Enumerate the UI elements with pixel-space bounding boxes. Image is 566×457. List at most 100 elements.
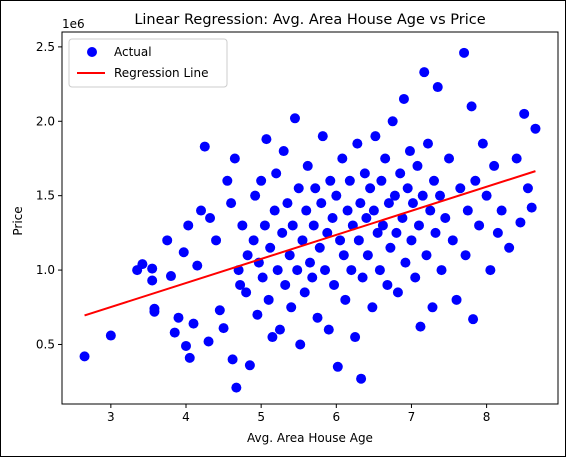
data-point	[422, 138, 433, 149]
data-point	[196, 205, 207, 216]
data-point	[340, 294, 351, 305]
data-point	[235, 279, 246, 290]
data-point	[312, 312, 323, 323]
data-point	[222, 175, 233, 186]
data-point	[342, 205, 353, 216]
data-point	[137, 259, 148, 270]
data-point	[462, 205, 473, 216]
data-point	[440, 213, 451, 223]
data-point	[317, 131, 328, 142]
data-point	[295, 339, 306, 350]
data-point	[173, 312, 184, 323]
legend-regression-label: Regression Line	[114, 66, 208, 80]
data-point	[504, 242, 515, 253]
data-point	[181, 340, 191, 351]
data-point	[407, 198, 418, 209]
data-point	[346, 265, 357, 276]
data-point	[444, 153, 455, 164]
data-point	[492, 227, 503, 238]
data-point	[237, 220, 248, 231]
data-point	[451, 294, 462, 305]
data-point	[188, 318, 199, 329]
data-point	[205, 213, 216, 223]
data-point	[284, 250, 295, 261]
data-point	[425, 205, 436, 216]
y-tick-label: 2.5	[36, 40, 55, 54]
data-point	[241, 287, 252, 298]
data-point	[350, 332, 361, 343]
data-point	[392, 287, 403, 298]
data-point	[435, 190, 446, 201]
data-point	[417, 190, 428, 201]
data-point	[271, 168, 282, 179]
data-point	[429, 175, 439, 186]
data-point	[327, 213, 338, 223]
data-point	[297, 235, 308, 246]
data-point	[391, 227, 402, 238]
data-point	[421, 250, 432, 261]
data-point	[419, 67, 430, 78]
data-point	[310, 183, 321, 194]
data-point	[468, 314, 479, 325]
data-point	[256, 175, 267, 186]
data-point	[289, 113, 300, 124]
data-point	[398, 93, 409, 104]
data-point	[370, 131, 381, 142]
data-point	[474, 220, 485, 231]
data-point	[515, 217, 526, 228]
y-tick-label: 1.0	[36, 263, 55, 277]
data-point	[169, 327, 180, 338]
data-point	[320, 265, 331, 276]
data-point	[436, 265, 447, 276]
y-offset-label: 1e6	[62, 17, 85, 31]
data-point	[387, 116, 398, 127]
data-point	[522, 183, 533, 194]
data-point	[376, 175, 387, 186]
data-point	[227, 354, 238, 365]
x-tick-label: 8	[483, 410, 491, 424]
data-point	[338, 250, 349, 261]
data-point	[477, 138, 488, 149]
data-point	[344, 175, 355, 186]
data-point	[183, 220, 194, 231]
data-point	[385, 242, 396, 253]
data-point	[244, 360, 255, 371]
data-point	[199, 141, 210, 152]
data-point	[147, 263, 158, 274]
x-tick-label: 3	[107, 410, 115, 424]
data-point	[203, 336, 214, 347]
data-point	[149, 303, 160, 314]
data-point	[301, 205, 312, 216]
data-point	[383, 198, 394, 209]
legend-box	[68, 38, 228, 88]
data-point	[322, 227, 333, 238]
data-point	[278, 146, 289, 157]
data-point	[267, 332, 278, 343]
data-point	[357, 272, 368, 283]
data-point	[308, 220, 319, 231]
data-point	[178, 247, 189, 258]
legend-actual-marker	[87, 47, 97, 57]
data-point	[231, 382, 242, 393]
legend: Actual Regression Line	[68, 38, 228, 88]
data-point	[410, 272, 421, 283]
data-point	[402, 183, 413, 194]
data-point	[280, 279, 291, 290]
data-point	[277, 227, 288, 238]
data-point	[316, 198, 327, 209]
data-point	[286, 302, 297, 313]
data-point	[427, 302, 438, 313]
data-point	[519, 108, 530, 119]
data-point	[250, 190, 261, 201]
y-axis-ticks: 0.5 1.0 1.5 2.0 2.5	[36, 40, 62, 351]
data-point	[460, 250, 471, 261]
data-point	[406, 235, 417, 246]
legend-actual-label: Actual	[114, 45, 152, 59]
data-point	[430, 227, 441, 238]
data-point	[447, 235, 458, 246]
data-point	[432, 82, 443, 93]
data-point	[365, 183, 376, 194]
data-point	[265, 242, 276, 253]
x-axis-title: Avg. Area House Age	[247, 431, 373, 445]
data-point	[162, 235, 173, 246]
